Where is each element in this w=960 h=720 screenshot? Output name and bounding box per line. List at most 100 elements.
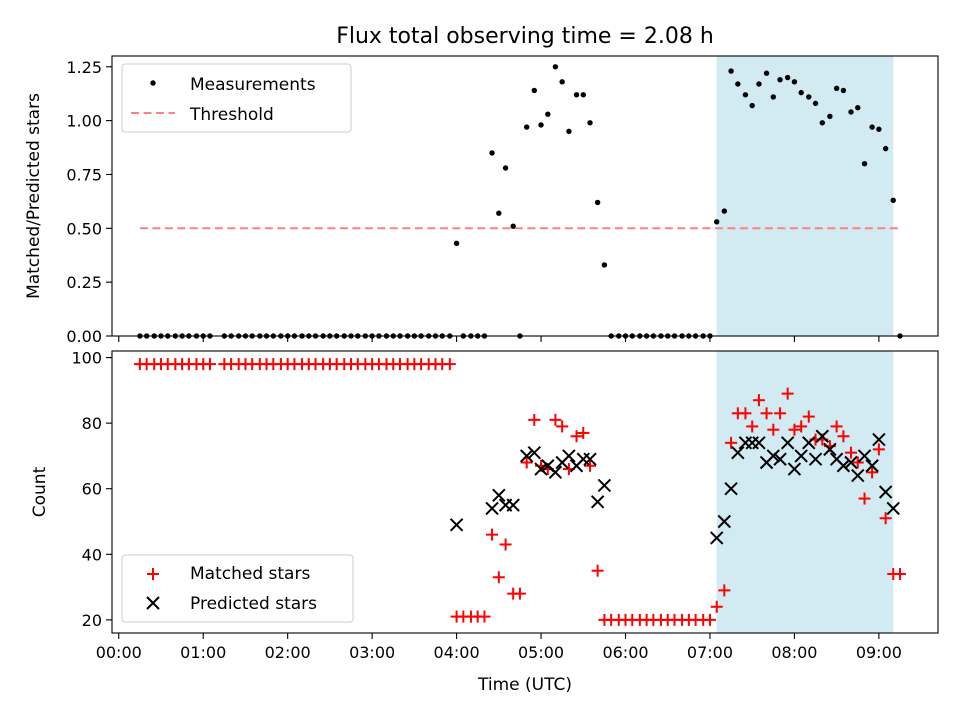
predicted-star-point: [527, 445, 541, 460]
legend-measurements-marker: [150, 80, 156, 86]
matched-star-point: [851, 456, 864, 469]
measurement-point: [882, 145, 889, 152]
predicted-star-point: [808, 452, 823, 466]
predicted-star-point: [802, 436, 816, 450]
x-tick-label: 03:00: [349, 643, 395, 662]
top-legend: Measurements Threshold: [121, 63, 352, 133]
predicted-star-point: [492, 488, 506, 502]
top-observing-window-shade: [716, 56, 894, 336]
matched-star-point: [203, 358, 216, 371]
x-tick-label: 00:00: [96, 643, 142, 662]
matched-star-point: [879, 512, 892, 525]
matched-star-point: [746, 420, 759, 433]
y-tick-label: 0.50: [66, 219, 102, 238]
predicted-star-point: [534, 462, 548, 476]
predicted-star-point: [857, 449, 872, 463]
x-tick-label: 04:00: [434, 643, 480, 662]
measurement-point: [827, 113, 833, 120]
bottom-legend-box: [121, 554, 354, 623]
predicted-star-point: [562, 449, 576, 463]
measurement-point: [580, 92, 586, 98]
matched-star-point: [584, 459, 597, 472]
measurement-point: [735, 81, 741, 87]
matched-star-point: [718, 584, 731, 597]
matched-star-point: [774, 407, 787, 420]
measurement-point: [770, 94, 777, 100]
matched-star-point: [788, 423, 801, 436]
matched-star-point: [893, 567, 906, 580]
matched-star-point: [492, 571, 505, 584]
measurement-point: [566, 128, 572, 135]
predicted-star-point: [766, 449, 781, 463]
measurement-point: [876, 126, 882, 132]
predicted-star-point: [485, 501, 499, 516]
measurement-point: [552, 64, 559, 70]
measurement-point: [749, 102, 755, 109]
matched-star-point: [739, 407, 752, 420]
predicted-star-point: [815, 429, 829, 443]
measurement-point: [819, 120, 825, 126]
measurement-point: [756, 81, 762, 87]
measurement-point: [890, 197, 896, 204]
y-tick-label: 1.25: [66, 58, 102, 77]
predicted-star-point: [872, 432, 886, 447]
x-tick-label: 01:00: [180, 643, 226, 662]
bottom-legend: Matched stars Predicted stars: [121, 554, 354, 623]
predicted-star-point: [844, 455, 858, 470]
measurement-point: [559, 79, 565, 85]
measurement-point: [791, 79, 798, 85]
matched-star-point: [830, 420, 843, 433]
predicted-star-point: [886, 501, 900, 516]
top-axes-frame: [111, 55, 939, 337]
legend-matched-marker: [147, 568, 159, 580]
y-tick-label: 0.00: [66, 327, 102, 346]
predicted-star-point: [865, 459, 879, 473]
matched-star-point: [486, 528, 499, 541]
y-tick-label: 40: [82, 545, 102, 564]
bottom-observing-window-shade: [716, 351, 894, 633]
legend-measurements-label: Measurements: [190, 75, 316, 95]
matched-star-point: [767, 423, 780, 436]
top-legend-box: [121, 63, 352, 133]
legend-predicted-marker: [146, 596, 160, 610]
measurement-point: [587, 120, 593, 126]
measurement-point: [538, 122, 544, 128]
predicted-star-point: [794, 449, 808, 463]
measurement-point: [523, 124, 530, 130]
measurement-point: [806, 94, 812, 100]
matched-star-point: [443, 358, 456, 371]
matched-star-point: [556, 420, 569, 433]
matched-star-point: [520, 456, 533, 469]
x-tick-label: 02:00: [265, 643, 311, 662]
measurement-point: [742, 92, 749, 98]
measurement-point: [594, 199, 601, 206]
measurement-point: [869, 124, 875, 130]
measurement-point: [833, 85, 840, 92]
matched-star-point: [513, 587, 526, 600]
matched-star-points: [133, 358, 906, 626]
predicted-star-point: [710, 531, 724, 545]
matched-star-point: [858, 492, 871, 505]
predicted-star-point: [506, 498, 520, 512]
measurement-point: [489, 150, 495, 156]
measurement-point: [496, 210, 502, 216]
bottom-axes-frame: [111, 350, 939, 634]
matched-star-point: [710, 600, 723, 613]
predicted-star-point: [878, 485, 893, 499]
top-y-axis: 0.00 0.25 0.50 0.75 1.00 1.25: [66, 58, 112, 346]
predicted-star-point: [583, 452, 597, 466]
y-tick-label: 1.00: [66, 112, 102, 131]
measurement-point: [545, 111, 551, 117]
measurement-point: [728, 68, 734, 74]
predicted-star-points: [449, 429, 900, 545]
measurement-point: [453, 240, 460, 247]
top-panel: 0.00 0.25 0.50 0.75 1.00 1.25 Matched/Predict…: [24, 55, 939, 346]
predicted-star-point: [597, 478, 612, 493]
measurement-point: [573, 92, 580, 98]
bottom-panel: 20 40 60 80 100 00:00 01:00 02:00 03:00 04:00 05:…: [30, 349, 939, 695]
y-tick-label: 80: [82, 414, 102, 433]
predicted-star-point: [773, 452, 787, 466]
bottom-x-axis: 00:00 01:00 02:00 03:00 04:00 05:00 06:00 07:00…: [96, 633, 902, 662]
bottom-y-axis: 20 40 60 80 100: [71, 349, 112, 630]
